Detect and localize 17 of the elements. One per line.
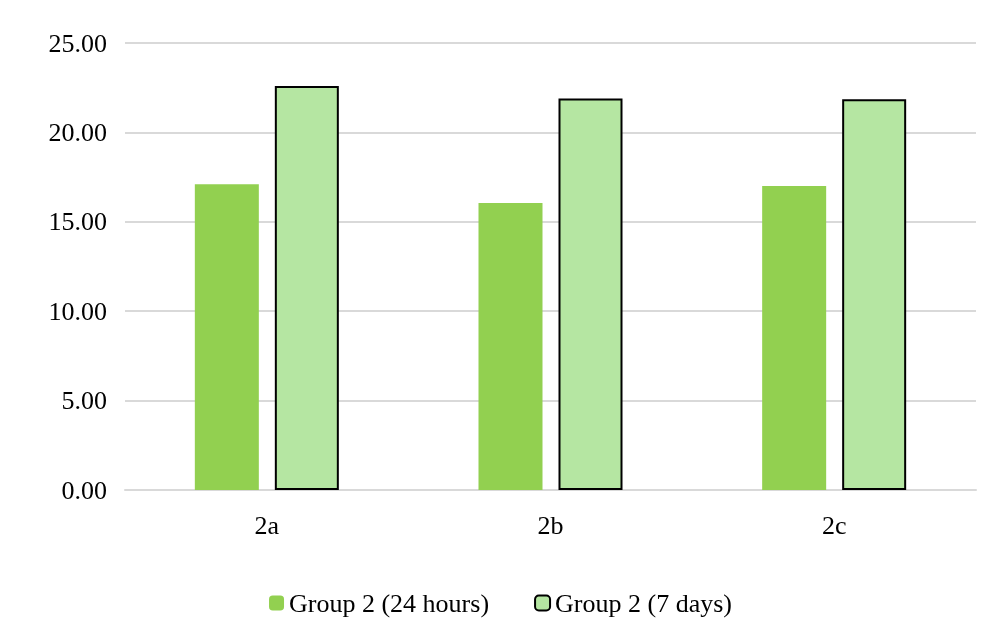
bar (194, 184, 259, 490)
bar (274, 85, 339, 490)
bar (478, 203, 543, 490)
x-tick-label: 2b (537, 510, 564, 540)
y-tick-label: 5.00 (61, 386, 107, 416)
y-tick-label: 15.00 (48, 207, 107, 237)
legend-label: Group 2 (7 days) (555, 588, 732, 618)
x-tick-label: 2c (821, 510, 847, 540)
bar (762, 186, 827, 490)
y-tick-label: 10.00 (48, 296, 107, 326)
y-tick-label: 25.00 (48, 28, 107, 58)
y-tick-label: 0.00 (61, 475, 107, 505)
legend-label: Group 2 (24 hours) (289, 588, 490, 618)
bar (842, 99, 907, 490)
x-tick-label: 2a (254, 510, 280, 540)
y-tick-label: 20.00 (48, 117, 107, 147)
bar (558, 98, 623, 490)
